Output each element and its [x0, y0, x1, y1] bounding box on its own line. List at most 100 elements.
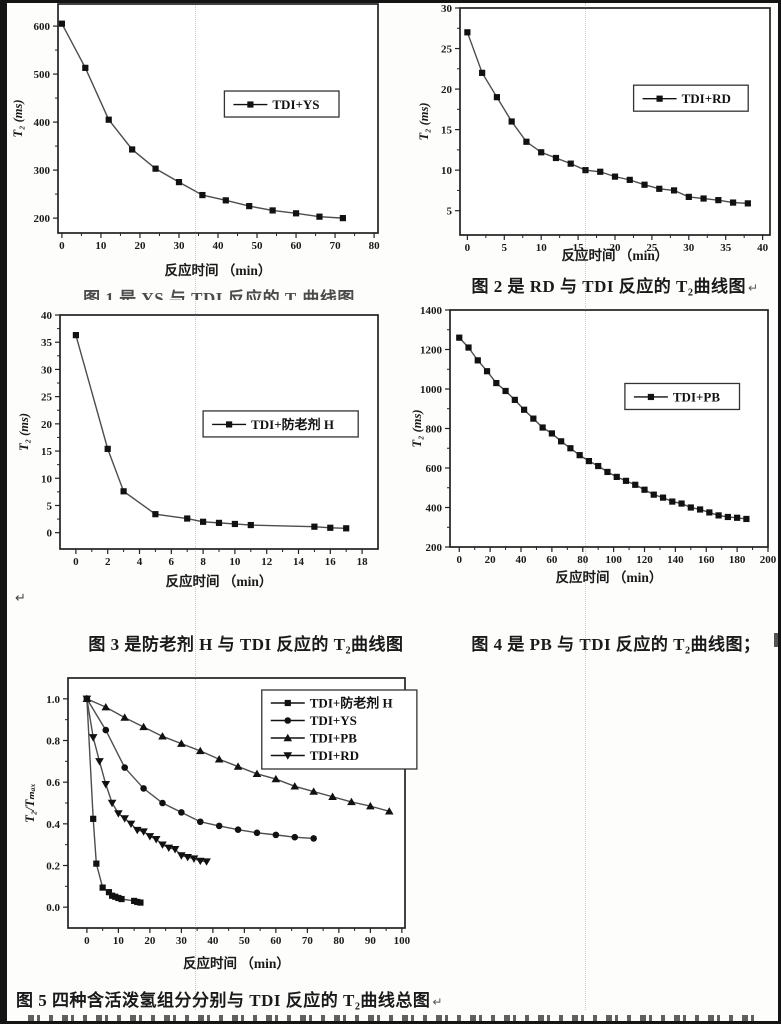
svg-text:50: 50	[252, 240, 264, 252]
figure1-caption-text: 图 1 是 YS 与 TDI 反应的 T₂曲线图	[83, 289, 355, 300]
svg-text:60: 60	[291, 240, 303, 252]
svg-text:20: 20	[485, 554, 497, 566]
svg-text:20: 20	[134, 240, 146, 252]
svg-text:TDI+PB: TDI+PB	[673, 389, 720, 404]
svg-text:0.6: 0.6	[46, 777, 60, 789]
figure3-chart-tdi-antiager-h: 0 2 4 6 8 10 12 14 16 18 0 5 10 15 20 25 30 35 40 反应时间 （min…	[17, 310, 379, 589]
svg-text:80: 80	[369, 240, 381, 252]
svg-text:0.4: 0.4	[46, 819, 60, 831]
figure5-chart-combined-normalized: 0 10 20 30 40 50 60 70 80 90 100 0.0 0.2 0.4 0.6 0.8 1.0…	[23, 677, 418, 971]
svg-text:40: 40	[757, 242, 769, 254]
svg-text:35: 35	[720, 242, 732, 254]
svg-text:180: 180	[729, 554, 746, 566]
figure4-caption: 图 4 是 PB 与 TDI 反应的 T₂曲线图；	[458, 630, 774, 655]
figure5-caption-text: 图 5 四种含活泼氢组分分别与 TDI 反应的 T₂曲线总图	[16, 991, 431, 1010]
svg-text:400: 400	[34, 117, 51, 129]
svg-text:30: 30	[41, 364, 53, 376]
svg-text:160: 160	[698, 554, 715, 566]
svg-text:反应时间 （min）: 反应时间 （min）	[556, 569, 663, 585]
svg-text:1000: 1000	[420, 384, 443, 396]
svg-text:10: 10	[113, 935, 125, 947]
svg-text:35: 35	[41, 337, 53, 349]
svg-text:TDI+RD: TDI+RD	[682, 91, 731, 106]
svg-text:400: 400	[426, 503, 443, 515]
svg-text:5: 5	[502, 242, 508, 254]
svg-text:80: 80	[333, 935, 345, 947]
svg-text:70: 70	[330, 240, 342, 252]
figure3-caption-text: 图 3 是防老剂 H 与 TDI 反应的 T₂曲线图	[88, 635, 404, 654]
svg-text:140: 140	[667, 554, 684, 566]
svg-text:T₂ (ms): T₂ (ms)	[17, 413, 31, 451]
svg-text:TDI+PB: TDI+PB	[310, 731, 357, 746]
svg-text:5: 5	[47, 500, 53, 512]
svg-text:20: 20	[41, 419, 53, 431]
svg-text:0: 0	[84, 935, 90, 947]
page-border-left	[0, 0, 7, 1024]
svg-text:100: 100	[605, 554, 622, 566]
svg-text:TDI+RD: TDI+RD	[310, 748, 359, 763]
figure2-chart-tdi-rd: 0 5 10 15 20 25 30 35 40 5 10 15 20 25 30 反应时间 （min） T₂ …	[417, 3, 771, 263]
svg-text:4: 4	[137, 556, 143, 568]
svg-text:TDI+YS: TDI+YS	[272, 97, 319, 112]
figure3-caption: 图 3 是防老剂 H 与 TDI 反应的 T₂曲线图	[78, 630, 414, 655]
svg-text:25: 25	[41, 392, 53, 404]
paragraph-return-icon: ↵	[15, 590, 26, 605]
paragraph-return-icon: ↵	[432, 995, 443, 1009]
figure2-caption: 图 2 是 RD 与 TDI 反应的 T₂曲线图 ↵	[455, 272, 775, 297]
svg-text:反应时间 （min）: 反应时间 （min）	[562, 247, 669, 263]
svg-text:T₂ (ms): T₂ (ms)	[11, 99, 25, 137]
svg-text:TDI+防老剂 H: TDI+防老剂 H	[251, 417, 334, 432]
svg-text:T₂/Tₘₐₓ: T₂/Tₘₐₓ	[23, 783, 37, 822]
svg-text:0: 0	[73, 556, 79, 568]
figure1-caption: 图 1 是 YS 与 TDI 反应的 T₂曲线图	[64, 284, 374, 300]
figure4-chart-tdi-pb: 0 20 40 60 80 100 120 140 160 180 200 200 400 600 800 1…	[410, 305, 777, 585]
svg-text:15: 15	[41, 446, 53, 458]
clipped-text-row	[28, 1015, 758, 1021]
figure2-caption-text: 图 2 是 RD 与 TDI 反应的 T₂曲线图	[471, 277, 746, 296]
svg-text:40: 40	[213, 240, 225, 252]
svg-text:0: 0	[59, 240, 65, 252]
svg-text:50: 50	[239, 935, 251, 947]
svg-text:10: 10	[229, 556, 241, 568]
svg-text:16: 16	[325, 556, 337, 568]
svg-text:TDI+防老剂 H: TDI+防老剂 H	[310, 696, 393, 711]
svg-text:40: 40	[516, 554, 528, 566]
svg-text:2: 2	[105, 556, 111, 568]
svg-text:6: 6	[169, 556, 175, 568]
svg-text:10: 10	[95, 240, 107, 252]
svg-text:30: 30	[176, 935, 188, 947]
svg-text:10: 10	[41, 473, 53, 485]
svg-text:TDI+YS: TDI+YS	[310, 713, 357, 728]
svg-text:8: 8	[200, 556, 206, 568]
svg-text:25: 25	[646, 242, 658, 254]
svg-text:1.0: 1.0	[46, 694, 60, 706]
svg-text:15: 15	[573, 242, 585, 254]
svg-text:10: 10	[536, 242, 548, 254]
svg-text:600: 600	[426, 463, 443, 475]
paragraph-return-icon: ↵	[747, 281, 759, 295]
svg-text:30: 30	[173, 240, 185, 252]
svg-text:10: 10	[441, 165, 453, 177]
svg-text:120: 120	[636, 554, 653, 566]
svg-text:反应时间 （min）: 反应时间 （min）	[165, 262, 272, 278]
svg-text:40: 40	[207, 935, 219, 947]
clipped-character-fragment	[774, 633, 779, 647]
svg-text:40: 40	[41, 310, 53, 322]
svg-text:100: 100	[394, 935, 411, 947]
svg-text:300: 300	[34, 165, 51, 177]
figure4-caption-text: 图 4 是 PB 与 TDI 反应的 T₂曲线图；	[471, 635, 761, 654]
svg-text:500: 500	[34, 69, 51, 81]
page-border-right	[778, 0, 781, 1024]
svg-text:T₂ (ms): T₂ (ms)	[410, 409, 424, 447]
svg-text:0.2: 0.2	[46, 861, 60, 873]
svg-text:20: 20	[441, 84, 453, 96]
figure1-chart-tdi-ys: 0 10 20 30 40 50 60 70 80 200 300 400 500 600 反应时间 （mi…	[11, 3, 381, 278]
svg-text:0.0: 0.0	[46, 902, 60, 914]
svg-text:1400: 1400	[420, 305, 443, 317]
svg-text:90: 90	[365, 935, 377, 947]
svg-text:18: 18	[357, 556, 369, 568]
svg-text:70: 70	[302, 935, 314, 947]
svg-text:14: 14	[293, 556, 305, 568]
svg-text:20: 20	[144, 935, 156, 947]
svg-text:1200: 1200	[420, 345, 443, 357]
